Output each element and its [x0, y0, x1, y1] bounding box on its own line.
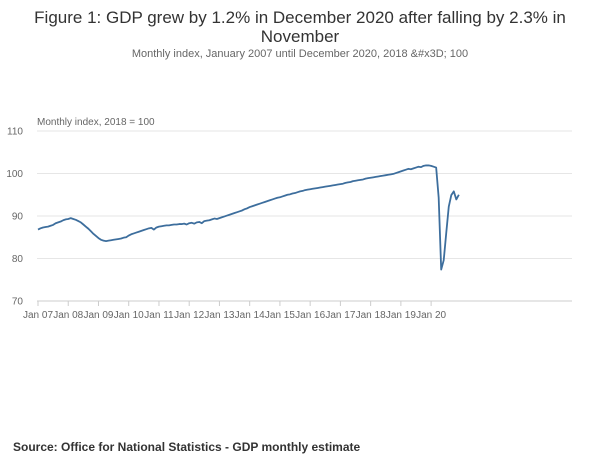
- y-tick-label: 70: [12, 297, 24, 308]
- gdp-line-chart: 70 80 90 100 110 Monthly index, 2018 = 100 J…: [0, 110, 600, 330]
- x-tick-label: Jan 12: [174, 310, 204, 321]
- x-tick-label: Jan 10: [114, 310, 144, 321]
- x-axis-ticks: Jan 07 Jan 08 Jan 09 Jan 10 Jan 11 Jan 12 Jan …: [23, 301, 447, 321]
- x-tick-label: Jan 18: [356, 310, 386, 321]
- y-tick-label: 110: [7, 127, 23, 138]
- x-tick-label: Jan 08: [53, 310, 83, 321]
- y-axis-label: Monthly index, 2018 = 100: [37, 117, 155, 128]
- x-tick-label: Jan 16: [295, 310, 325, 321]
- gdp-series-line: [37, 164, 460, 271]
- chart-svg: 70 80 90 100 110 Monthly index, 2018 = 100 J…: [6, 117, 572, 321]
- x-tick-label: Jan 15: [265, 310, 295, 321]
- gridlines: [37, 130, 572, 259]
- x-tick-label: Jan 20: [416, 310, 446, 321]
- y-tick-label: 100: [6, 169, 23, 180]
- source-note: Source: Office for National Statistics -…: [13, 440, 361, 454]
- x-tick-label: Jan 19: [386, 310, 416, 321]
- x-tick-label: Jan 07: [23, 310, 53, 321]
- x-tick-label: Jan 11: [144, 310, 174, 321]
- chart-subtitle: Monthly index, January 2007 until Decemb…: [131, 48, 469, 60]
- y-axis-ticks: 70 80 90 100 110: [6, 127, 23, 308]
- x-tick-label: Jan 14: [235, 310, 265, 321]
- x-tick-label: Jan 09: [83, 310, 113, 321]
- x-tick-label: Jan 17: [325, 310, 355, 321]
- x-tick-label: Jan 13: [204, 310, 234, 321]
- y-tick-label: 90: [12, 212, 24, 223]
- y-tick-label: 80: [12, 254, 24, 265]
- chart-title: Figure 1: GDP grew by 1.2% in December 2…: [34, 8, 566, 46]
